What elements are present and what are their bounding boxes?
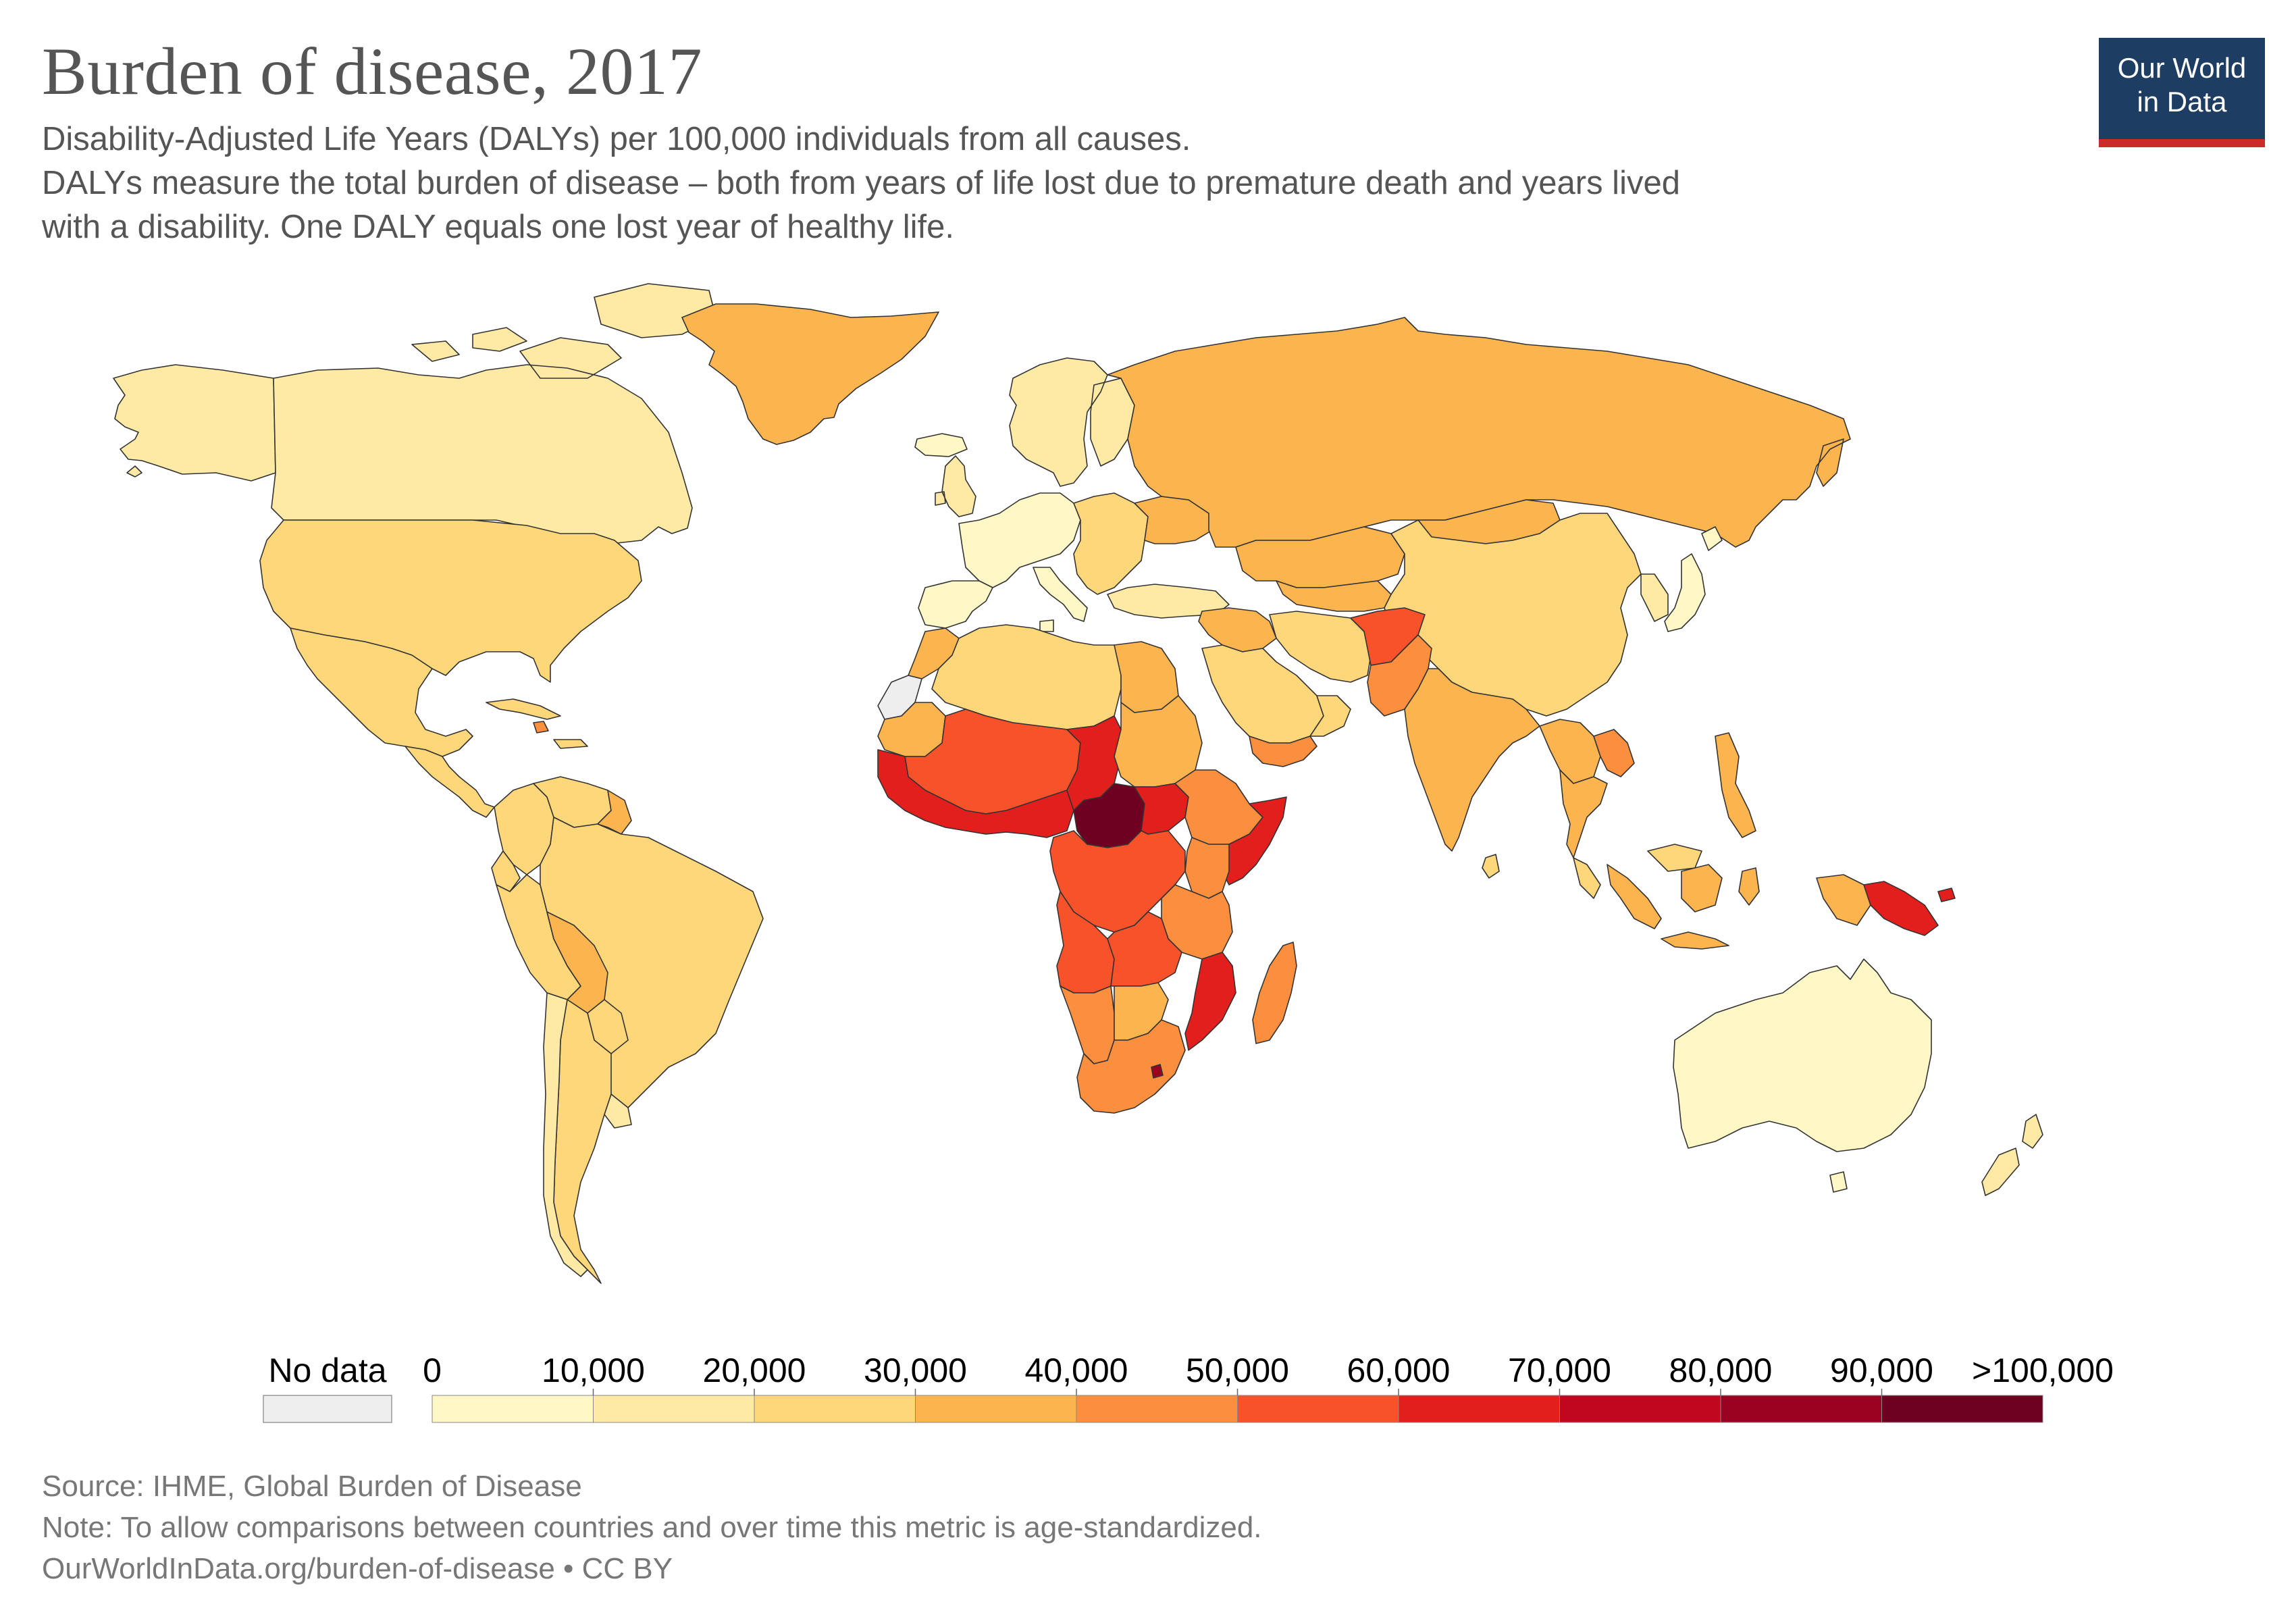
- color-legend: No data 0 10,000 20,000 30,000 40,000 50,000 60…: [263, 1352, 2114, 1423]
- legend-bin-1: [593, 1395, 755, 1423]
- legend-bin-4: [1076, 1395, 1238, 1423]
- link-text[interactable]: OurWorldInData.org/burden-of-disease • C…: [42, 1552, 673, 1585]
- region-malaysia[interactable]: [1573, 844, 1702, 899]
- region-alaska[interactable]: [113, 364, 276, 482]
- region-russia[interactable]: [1107, 317, 1851, 548]
- region-south-africa[interactable]: [1076, 1019, 1186, 1114]
- region-iceland[interactable]: [914, 433, 968, 457]
- region-iran[interactable]: [1269, 611, 1372, 683]
- region-laos[interactable]: [1593, 729, 1635, 777]
- region-greenland[interactable]: [681, 303, 939, 445]
- logo-accent-bar: [2099, 139, 2265, 147]
- subtitle-line-3: with a disability. One DALY equals one l…: [42, 209, 954, 245]
- region-madagascar[interactable]: [1252, 942, 1297, 1044]
- legend-bin-9: [1881, 1395, 2043, 1423]
- region-chile[interactable]: [543, 992, 588, 1277]
- legend-bin-2: [754, 1395, 916, 1423]
- region-yemen[interactable]: [1249, 736, 1317, 767]
- legend-tick-label-8: 80,000: [1669, 1352, 1773, 1389]
- subtitle-line-1: Disability-Adjusted Life Years (DALYs) p…: [42, 121, 1191, 157]
- region-india[interactable]: [1404, 668, 1540, 852]
- legend-tick-label-3: 30,000: [864, 1352, 967, 1389]
- region-eastern-europe[interactable]: [1073, 492, 1149, 595]
- chart-title: Burden of disease, 2017: [42, 34, 702, 109]
- legend-bin-3: [915, 1395, 1077, 1423]
- legend-tick-label-2: 20,000: [703, 1352, 806, 1389]
- legend-tick-label-6: 60,000: [1347, 1352, 1451, 1389]
- region-western-europe[interactable]: [958, 492, 1081, 588]
- world-map: [113, 283, 2043, 1284]
- region-zambia[interactable]: [1107, 911, 1182, 987]
- source-text: Source: IHME, Global Burden of Disease: [42, 1470, 582, 1503]
- logo-line-2: in Data: [2137, 86, 2227, 118]
- region-new-zealand[interactable]: [1981, 1114, 2043, 1196]
- legend-bin-7: [1559, 1395, 1721, 1423]
- region-oman[interactable]: [1309, 695, 1351, 737]
- subtitle-line-2: DALYs measure the total burden of diseas…: [42, 165, 1680, 201]
- region-mexico[interactable]: [290, 627, 473, 757]
- region-mozambique[interactable]: [1184, 952, 1236, 1051]
- region-papua-new-guinea[interactable]: [1863, 881, 1956, 936]
- legend-bin-5: [1237, 1395, 1399, 1423]
- legend-tick-label-5: 50,000: [1186, 1352, 1289, 1389]
- region-thailand[interactable]: [1559, 769, 1608, 858]
- legend-no-data-label: No data: [268, 1352, 386, 1389]
- owid-logo[interactable]: Our World in Data: [2099, 38, 2265, 147]
- legend-bin-8: [1720, 1395, 1882, 1423]
- region-kazakhstan[interactable]: [1235, 526, 1405, 588]
- legend-tick-label-4: 40,000: [1025, 1352, 1128, 1389]
- region-sri-lanka[interactable]: [1482, 854, 1500, 879]
- legend-bin-6: [1398, 1395, 1560, 1423]
- region-indonesia[interactable]: [1607, 864, 1871, 950]
- legend-bin-0: [432, 1395, 594, 1423]
- region-west-african-coast[interactable]: [877, 749, 1074, 838]
- legend-no-data-swatch: [263, 1395, 392, 1423]
- region-australia[interactable]: [1673, 958, 1932, 1193]
- legend-tick-label-7: 70,000: [1508, 1352, 1611, 1389]
- region-lesotho[interactable]: [1151, 1064, 1164, 1079]
- region-japan[interactable]: [1664, 526, 1723, 632]
- region-southeast-asia[interactable]: [1539, 719, 1601, 784]
- region-united-kingdom[interactable]: [935, 455, 976, 517]
- region-korea[interactable]: [1640, 573, 1669, 622]
- legend-tick-label-10: >100,000: [1972, 1352, 2114, 1389]
- region-spain-portugal[interactable]: [918, 580, 993, 629]
- region-italy[interactable]: [1033, 567, 1088, 632]
- legend-tick-label-9: 90,000: [1830, 1352, 1933, 1389]
- region-caribbean[interactable]: [486, 698, 588, 749]
- legend-tick-label-0: 0: [423, 1352, 442, 1389]
- logo-line-1: Our World: [2117, 52, 2247, 84]
- region-somalia[interactable]: [1222, 796, 1287, 885]
- legend-tick-label-1: 10,000: [542, 1352, 645, 1389]
- region-south-sudan[interactable]: [1134, 783, 1189, 835]
- region-haiti[interactable]: [533, 721, 549, 734]
- note-text: Note: To allow comparisons between count…: [42, 1511, 1262, 1544]
- region-philippines[interactable]: [1715, 732, 1756, 838]
